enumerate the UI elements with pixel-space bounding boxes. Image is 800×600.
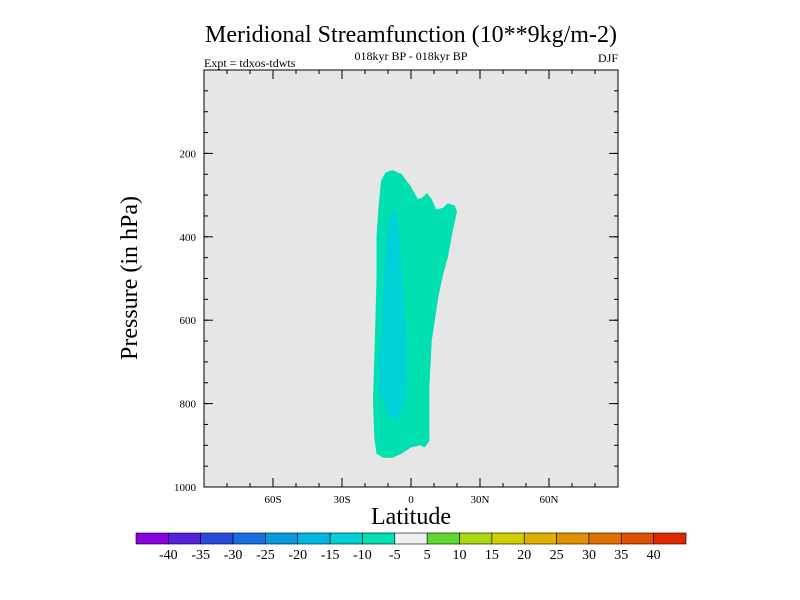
- x-tick-label: 60N: [540, 494, 559, 506]
- colorbar-label: -10: [353, 548, 372, 563]
- y-tick-label: 600: [180, 315, 197, 327]
- colorbar-label: 20: [517, 548, 531, 563]
- colorbar-label: 35: [614, 548, 628, 563]
- colorbar-label: 40: [647, 548, 661, 563]
- colorbar-label: -30: [224, 548, 243, 563]
- colorbar-label: -35: [191, 548, 210, 563]
- colorbar-box: [653, 532, 687, 545]
- colorbar-label: -5: [389, 548, 401, 563]
- y-axis-label: Pressure (in hPa): [117, 196, 143, 360]
- colorbar-box: [329, 532, 363, 545]
- colorbar-box: [491, 532, 525, 545]
- axis-ticks: 60S 30S 0 30N 60N 200 400 600 800 1000: [174, 70, 619, 506]
- colorbar-box: [556, 532, 590, 545]
- colorbar-box: [265, 532, 299, 545]
- colorbar-box: [297, 532, 331, 545]
- colorbar-label: -40: [159, 548, 178, 563]
- colorbar-label: 30: [582, 548, 596, 563]
- x-tick-label: 30N: [471, 494, 490, 506]
- colorbar-box: [620, 532, 654, 545]
- x-tick-label: 0: [408, 494, 414, 506]
- colorbar-label: -15: [321, 548, 340, 563]
- colorbar-box: [459, 532, 493, 545]
- colorbar-box: [426, 532, 460, 545]
- colorbar-label: 5: [424, 548, 431, 563]
- colorbar-box: [362, 532, 396, 545]
- chart-subtitle-right: DJF: [598, 51, 618, 65]
- chart-subtitle-left: Expt = tdxos-tdwts: [204, 56, 296, 70]
- colorbar-box: [200, 532, 234, 545]
- x-tick-label: 30S: [333, 494, 350, 506]
- colorbar-label: 10: [453, 548, 467, 563]
- colorbar-box: [394, 532, 428, 545]
- x-tick-label: 60S: [264, 494, 281, 506]
- colorbar-box: [588, 532, 622, 545]
- colorbar-box: [135, 532, 169, 545]
- y-tick-label: 200: [180, 148, 197, 160]
- x-axis-label: Latitude: [371, 504, 451, 530]
- contour-layer: [373, 170, 457, 458]
- colorbar-box: [232, 532, 266, 545]
- colorbar: -40 -35 -30 -25 -20 -15 -10 -5 5 10 15 20 25 30 35 40: [135, 532, 687, 563]
- colorbar-box: [523, 532, 557, 545]
- y-tick-label: 1000: [174, 482, 197, 494]
- y-tick-label: 800: [180, 399, 197, 411]
- chart-title: Meridional Streamfunction (10**9kg/m-2): [205, 22, 617, 48]
- colorbar-label: -20: [288, 548, 307, 563]
- colorbar-box: [168, 532, 202, 545]
- colorbar-label: 25: [550, 548, 564, 563]
- colorbar-label: 15: [485, 548, 499, 563]
- chart-subtitle-center: 018kyr BP - 018kyr BP: [355, 49, 468, 63]
- colorbar-label: -25: [256, 548, 275, 563]
- contour-region-1: [378, 207, 407, 421]
- y-tick-label: 400: [180, 232, 197, 244]
